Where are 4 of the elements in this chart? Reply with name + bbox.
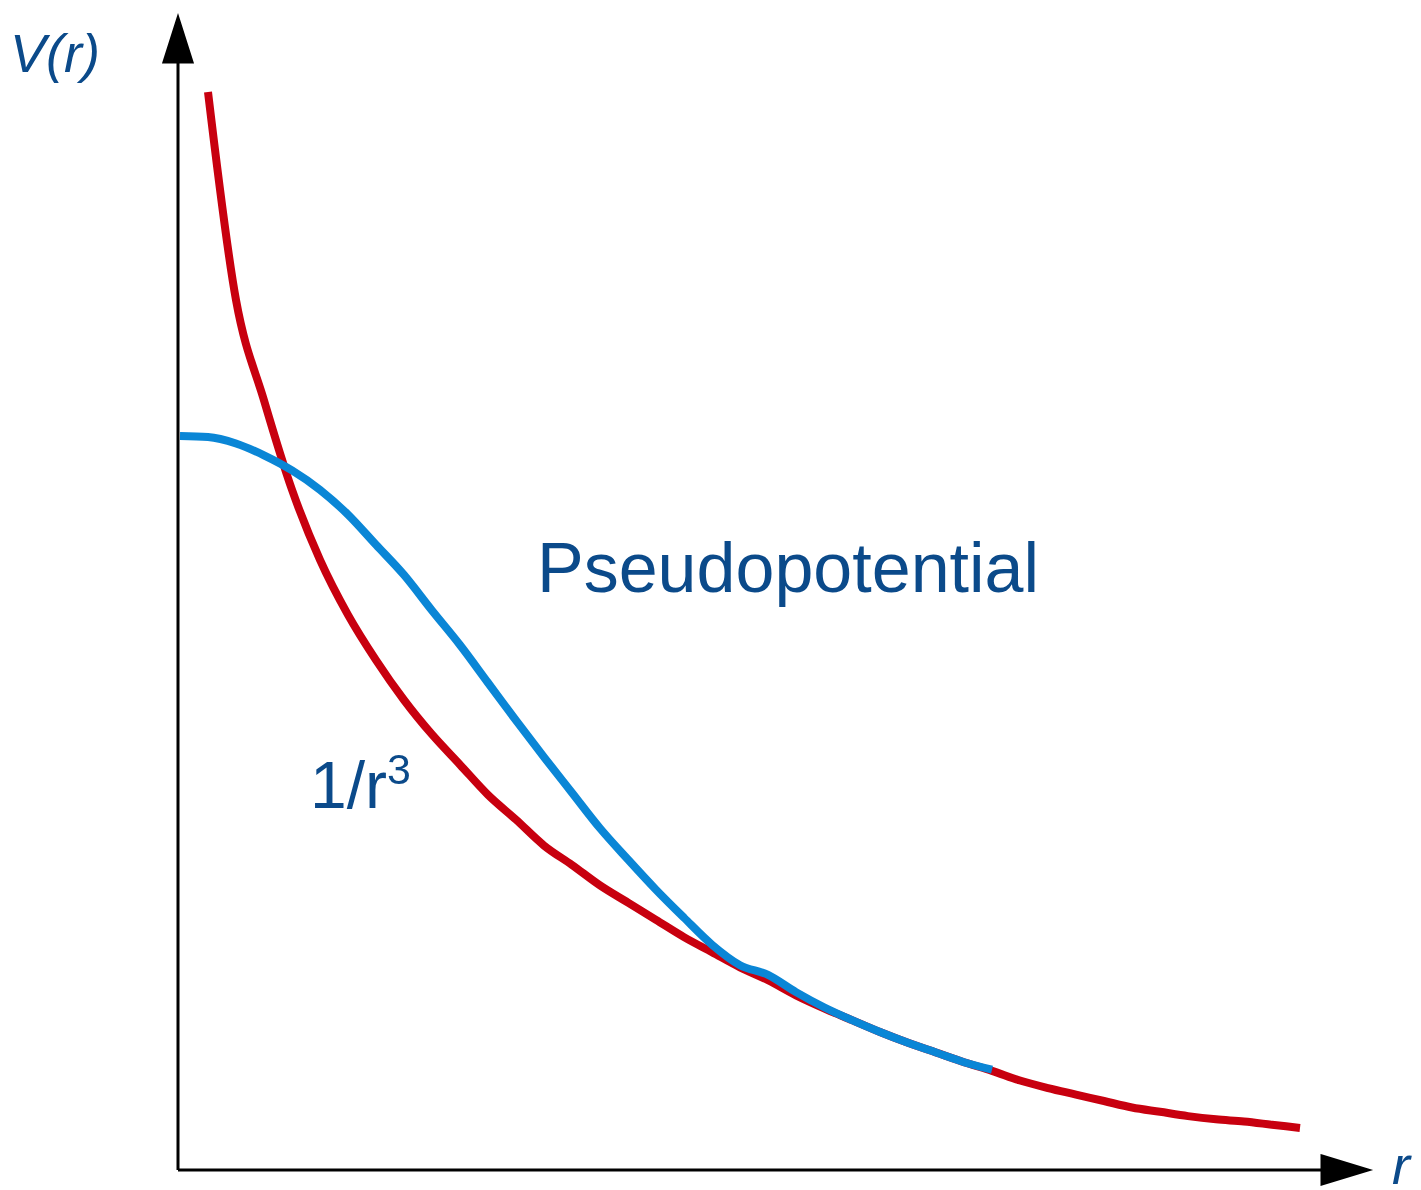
x-axis-title: r [1392, 1135, 1412, 1190]
series-label: Pseudopotential [537, 529, 1040, 608]
y-axis-title: V(r) [10, 23, 100, 83]
series-label: 1/r$^{3}$ [310, 745, 411, 823]
